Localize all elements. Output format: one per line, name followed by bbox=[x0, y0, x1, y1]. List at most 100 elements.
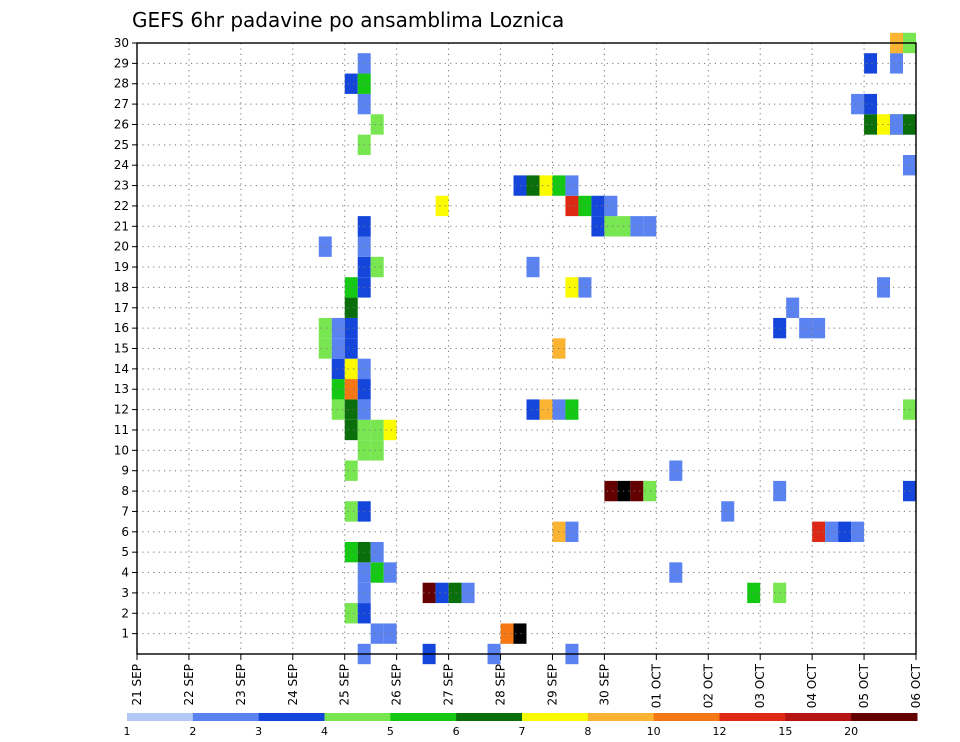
colorbar-segment bbox=[456, 713, 523, 721]
y-tick-label: 22 bbox=[114, 199, 129, 213]
heatmap-cell bbox=[890, 114, 904, 135]
heatmap-cell bbox=[786, 297, 800, 318]
heatmap-cell bbox=[513, 623, 527, 644]
heatmap-cell bbox=[331, 317, 345, 339]
y-tick-label: 14 bbox=[114, 362, 129, 376]
heatmap-cell bbox=[344, 277, 358, 298]
heatmap-cell bbox=[383, 562, 397, 583]
heatmap-cell bbox=[344, 379, 358, 400]
heatmap-cell bbox=[331, 399, 345, 420]
y-tick-label: 17 bbox=[114, 301, 129, 315]
x-tick-label: 27 SEP bbox=[442, 664, 456, 706]
colorbar-label: 2 bbox=[189, 725, 196, 738]
heatmap-cell bbox=[344, 338, 358, 359]
x-tick-label: 04 OCT bbox=[805, 663, 819, 708]
heatmap-cell bbox=[318, 338, 332, 359]
y-tick-label: 5 bbox=[121, 545, 129, 559]
colorbar-label: 6 bbox=[453, 725, 460, 738]
heatmap-cell bbox=[344, 541, 358, 563]
colorbar-segment bbox=[719, 713, 786, 721]
heatmap-cell bbox=[435, 195, 449, 217]
heatmap-cell bbox=[565, 277, 579, 298]
heatmap-cell bbox=[370, 541, 384, 563]
heatmap-cell bbox=[812, 317, 826, 339]
heatmap-cell bbox=[825, 521, 839, 542]
heatmap-cell bbox=[500, 623, 514, 644]
chart-title: GEFS 6hr padavine po ansamblima Loznica bbox=[132, 8, 564, 32]
colorbar-segment bbox=[851, 713, 918, 721]
heatmap-cell bbox=[526, 256, 540, 278]
heatmap-cell bbox=[318, 317, 332, 339]
x-axis: 21 SEP 22 SEP 23 SEP 24 SEP 25 SEP 26 SEP 27 S… bbox=[130, 654, 923, 708]
x-tick-label: 30 SEP bbox=[597, 664, 611, 706]
heatmap-cell bbox=[578, 195, 592, 217]
heatmap-cell bbox=[604, 216, 618, 237]
colorbar-segment bbox=[324, 713, 391, 721]
heatmap-cell bbox=[565, 195, 579, 217]
y-tick-label: 15 bbox=[114, 342, 129, 356]
y-tick-label: 6 bbox=[121, 525, 129, 539]
y-tick-label: 8 bbox=[121, 484, 129, 498]
heatmap-cell bbox=[383, 419, 397, 441]
heatmap-cell bbox=[435, 582, 449, 604]
y-tick-label: 30 bbox=[114, 36, 129, 50]
colorbar-label: 15 bbox=[778, 725, 792, 738]
y-tick-label: 7 bbox=[121, 504, 129, 518]
heatmap-cell bbox=[864, 114, 878, 135]
colorbar-segment bbox=[127, 713, 194, 721]
y-tick-label: 19 bbox=[114, 260, 129, 274]
x-tick-label: 06 OCT bbox=[909, 663, 923, 708]
heatmap-cell bbox=[539, 399, 553, 420]
y-tick-label: 25 bbox=[114, 138, 129, 152]
colorbar-legend: 1 2 3 4 5 6 7 8 10 12 15 20 bbox=[124, 713, 918, 738]
colorbar-segment bbox=[653, 713, 720, 721]
colorbar-label: 4 bbox=[321, 725, 328, 738]
heatmap-cell bbox=[344, 317, 358, 339]
colorbar-segment bbox=[192, 713, 260, 721]
heatmap-cell bbox=[461, 582, 475, 604]
y-tick-label: 27 bbox=[114, 97, 129, 111]
heatmap-cells bbox=[318, 32, 916, 665]
heatmap-cell bbox=[331, 379, 345, 400]
heatmap-cell bbox=[604, 480, 618, 502]
heatmap-cell bbox=[890, 53, 904, 74]
heatmap-cell bbox=[669, 562, 683, 583]
heatmap-cell bbox=[344, 460, 358, 481]
heatmap-cell bbox=[370, 114, 384, 135]
heatmap-cell bbox=[344, 419, 358, 441]
heatmap-cell bbox=[630, 480, 644, 502]
colorbar-label: 5 bbox=[387, 725, 394, 738]
heatmap-cell bbox=[864, 53, 878, 74]
x-tick-label: 26 SEP bbox=[390, 664, 404, 706]
heatmap-cell bbox=[344, 358, 358, 380]
y-tick-label: 18 bbox=[114, 280, 129, 294]
y-tick-label: 13 bbox=[114, 382, 129, 396]
heatmap-cell bbox=[877, 277, 891, 298]
x-tick-label: 02 OCT bbox=[701, 663, 715, 708]
heatmap-cell bbox=[721, 501, 735, 522]
x-tick-label: 22 SEP bbox=[182, 664, 196, 706]
y-tick-label: 20 bbox=[114, 240, 129, 254]
y-tick-label: 24 bbox=[114, 158, 129, 172]
heatmap-cell bbox=[344, 297, 358, 318]
grid-lines bbox=[137, 42, 916, 654]
heatmap-cell bbox=[812, 521, 826, 542]
x-tick-label: 21 SEP bbox=[130, 664, 144, 706]
heatmap-cell bbox=[591, 216, 605, 237]
y-tick-label: 4 bbox=[121, 566, 129, 580]
y-tick-label: 29 bbox=[114, 56, 129, 70]
x-tick-label: 05 OCT bbox=[857, 663, 871, 708]
heatmap-cell bbox=[370, 256, 384, 278]
y-tick-label: 1 bbox=[121, 627, 129, 641]
heatmap-cell bbox=[565, 175, 579, 196]
colorbar-segment bbox=[587, 713, 655, 721]
y-tick-label: 2 bbox=[121, 606, 129, 620]
heatmap-cell bbox=[344, 73, 358, 94]
heatmap-cell bbox=[526, 399, 540, 420]
y-tick-label: 9 bbox=[121, 464, 129, 478]
y-tick-label: 12 bbox=[114, 403, 129, 417]
y-tick-label: 11 bbox=[114, 423, 129, 437]
heatmap-cell bbox=[318, 236, 332, 257]
heatmap-cell bbox=[578, 277, 592, 298]
